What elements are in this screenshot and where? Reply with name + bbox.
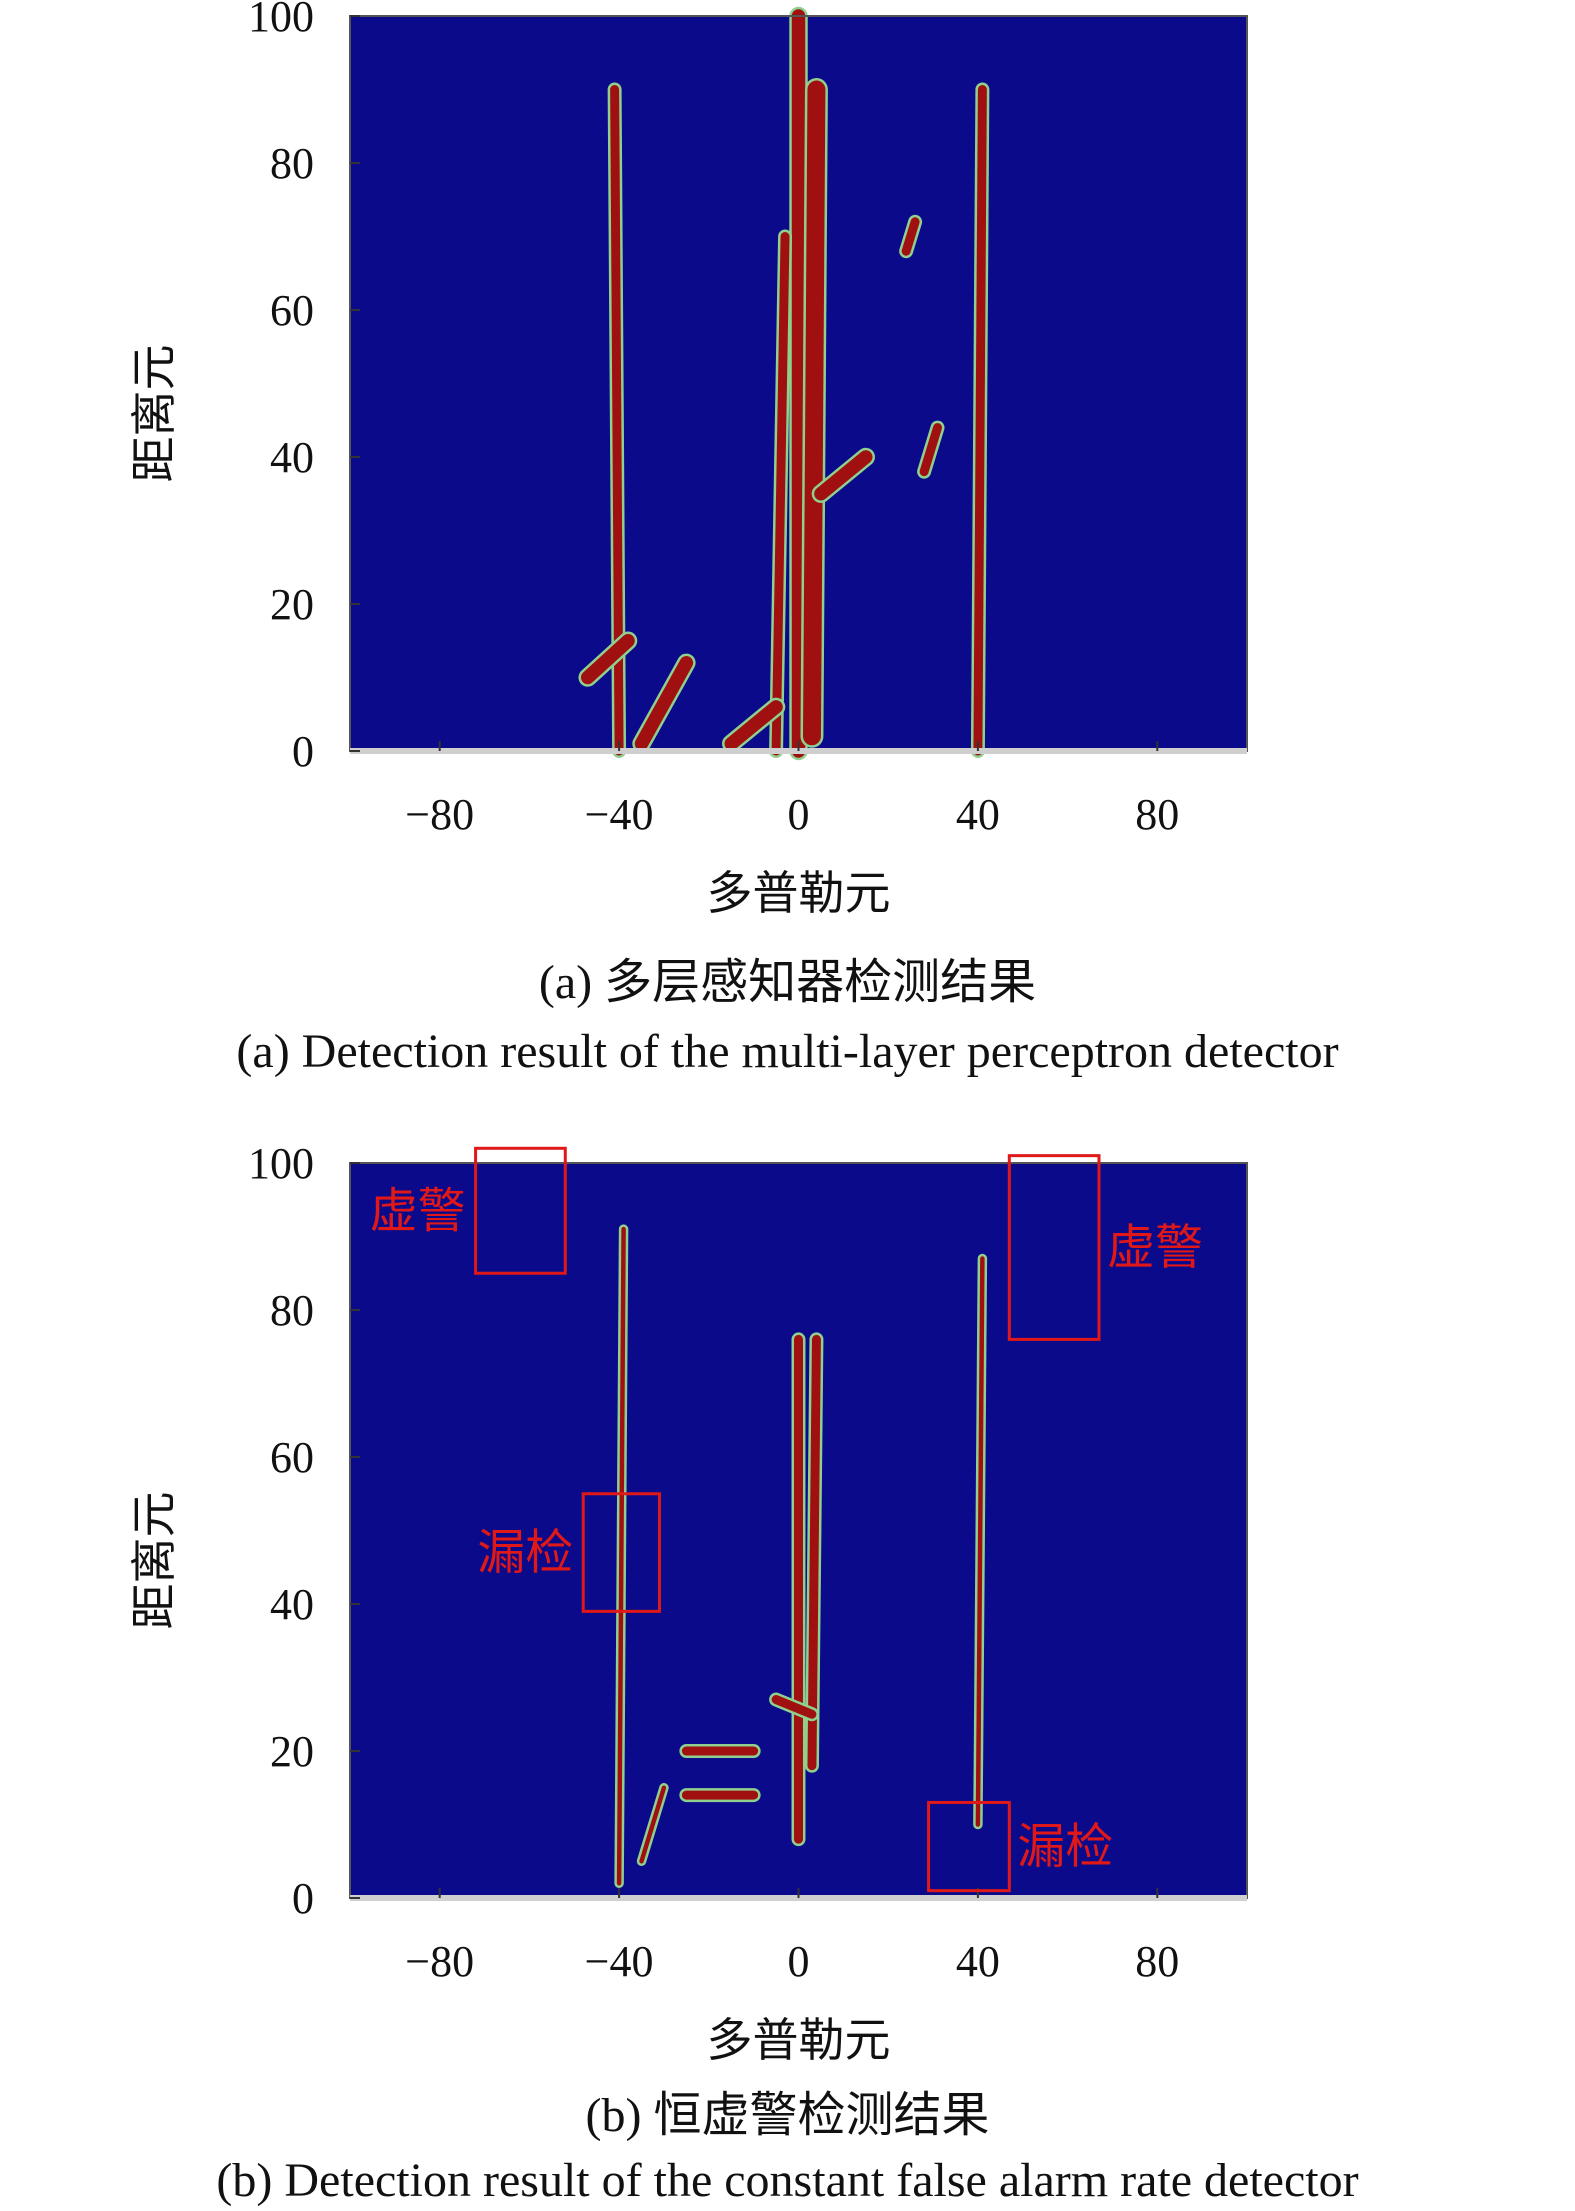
caption-b-en: (b) Detection result of the constant fal…: [216, 2154, 1359, 2207]
detection-mark: [771, 1695, 817, 1719]
x-tick-label: −40: [585, 1937, 654, 1986]
caption-b-cn: (b) 恒虚警检测结果: [585, 2089, 990, 2142]
caption-a-en: (a) Detection result of the multi-layer …: [236, 1025, 1339, 1078]
x-tick-label: 0: [788, 1937, 810, 1986]
x-tick-label: 80: [1135, 790, 1179, 839]
annotation-box: [581, 1492, 661, 1613]
panel-a: −80 −40 0 40 80 0 20 40 60 80 100 多普勒元 距离元: [127, 0, 1248, 920]
x-axis-label: 多普勒元: [707, 866, 891, 920]
annotation-label: 虚警: [370, 1183, 466, 1239]
x-tick-label: −80: [405, 790, 474, 839]
annotation-label: 漏检: [477, 1525, 573, 1581]
detection-mark: [807, 1334, 821, 1771]
detection-mark: [975, 1256, 985, 1827]
x-tick-label: −80: [405, 1937, 474, 1986]
y-tick-label: 80: [270, 139, 314, 188]
y-tick-label: 60: [270, 286, 314, 335]
y-tick-label: 0: [292, 1874, 314, 1923]
annotation-box: [474, 1146, 567, 1275]
detection-mark: [802, 80, 826, 746]
y-tick-label: 80: [270, 1286, 314, 1335]
detection-mark: [919, 423, 943, 477]
y-tick-label: 20: [270, 1727, 314, 1776]
annotation-label: 漏检: [1017, 1819, 1113, 1875]
y-tick-label: 0: [292, 727, 314, 776]
x-tick-label: 80: [1135, 1937, 1179, 1986]
x-tick-label: 40: [956, 790, 1000, 839]
x-tick-label: −40: [585, 790, 654, 839]
detection-mark: [771, 232, 790, 756]
x-tick-label: 0: [788, 790, 810, 839]
y-tick-label: 60: [270, 1433, 314, 1482]
detection-mark: [901, 217, 920, 256]
annotation-box: [1007, 1154, 1101, 1341]
detection-mark: [634, 656, 694, 751]
detection-mark: [973, 85, 987, 756]
y-axis-label: 距离元: [127, 345, 181, 483]
x-axis-label: 多普勒元: [707, 2013, 891, 2067]
annotation-label: 虚警: [1107, 1220, 1203, 1276]
detection-mark: [724, 700, 783, 751]
annotation-box: [927, 1800, 1011, 1893]
detection-mark: [814, 450, 873, 501]
y-tick-label: 100: [248, 0, 314, 41]
y-tick-label: 40: [270, 1580, 314, 1629]
caption-a-cn: (a) 多层感知器检测结果: [538, 956, 1037, 1009]
detection-mark: [580, 634, 635, 685]
y-axis-label: 距离元: [127, 1492, 181, 1630]
detection-mark: [639, 1785, 667, 1864]
x-tick-label: 40: [956, 1937, 1000, 1986]
y-tick-label: 100: [248, 1139, 314, 1188]
y-tick-label: 20: [270, 580, 314, 629]
detection-mark: [616, 1226, 626, 1886]
y-tick-label: 40: [270, 433, 314, 482]
